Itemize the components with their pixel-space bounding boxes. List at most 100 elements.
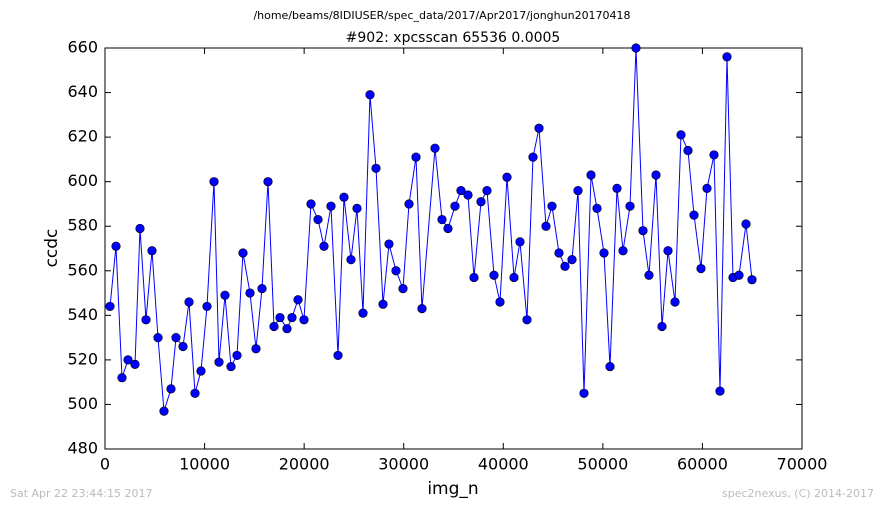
- data-point: [293, 295, 303, 305]
- data-point: [683, 145, 693, 156]
- data-point: [528, 152, 538, 162]
- data-point: [232, 350, 242, 361]
- x-tick-label: 30000: [378, 455, 429, 474]
- data-point: [257, 284, 267, 294]
- plot-area: [104, 47, 803, 450]
- data-point: [430, 143, 440, 153]
- y-tick-label: 560: [67, 260, 98, 279]
- data-point: [463, 190, 473, 200]
- x-tick-label: 70000: [777, 455, 828, 474]
- data-point: [251, 344, 261, 354]
- data-point: [657, 321, 667, 332]
- data-point: [612, 183, 622, 193]
- data-point: [371, 163, 381, 173]
- data-point: [226, 361, 236, 372]
- data-point: [306, 199, 316, 209]
- data-point: [541, 221, 551, 231]
- footer-left: Sat Apr 22 23:44:15 2017: [10, 487, 152, 500]
- data-point: [722, 52, 732, 62]
- data-point: [275, 312, 285, 323]
- data-point: [554, 248, 564, 258]
- data-point: [689, 210, 699, 220]
- y-tick-label: 520: [67, 349, 98, 368]
- y-tick-label: 580: [67, 216, 98, 235]
- data-point: [178, 341, 188, 352]
- data-point: [663, 246, 673, 256]
- y-tick-label: 660: [67, 38, 98, 57]
- data-point: [196, 366, 206, 376]
- data-point: [171, 333, 181, 343]
- data-point: [117, 373, 127, 383]
- x-axis-label: img_n: [427, 479, 478, 499]
- data-point: [417, 304, 427, 314]
- data-point: [299, 315, 309, 325]
- data-point: [398, 284, 408, 294]
- data-point: [352, 203, 362, 213]
- data-point: [384, 239, 394, 249]
- data-point: [599, 248, 609, 258]
- data-point: [214, 357, 224, 367]
- y-tick-label: 640: [67, 82, 98, 101]
- data-point: [287, 312, 297, 323]
- data-point: [333, 350, 343, 361]
- data-point: [631, 43, 641, 53]
- chart-title: #902: xpcsscan 65536 0.0005: [346, 30, 561, 46]
- data-point: [443, 223, 453, 234]
- data-point: [618, 246, 628, 256]
- data-point: [245, 288, 255, 298]
- data-point: [339, 192, 349, 202]
- y-tick-label: 540: [67, 305, 98, 324]
- data-point: [579, 388, 589, 398]
- data-point: [573, 185, 583, 196]
- data-point: [495, 297, 505, 307]
- data-point: [153, 333, 163, 343]
- data-point: [592, 203, 602, 213]
- data-point: [605, 361, 615, 372]
- data-point: [105, 301, 115, 312]
- data-point: [166, 384, 176, 394]
- data-point: [326, 201, 336, 211]
- data-point: [696, 263, 706, 274]
- data-point: [625, 201, 635, 211]
- data-point: [567, 255, 577, 265]
- data-point: [515, 237, 525, 247]
- data-point: [141, 315, 151, 325]
- data-point: [282, 324, 292, 334]
- data-point: [130, 359, 140, 369]
- data-point: [734, 270, 744, 280]
- data-point: [159, 406, 169, 416]
- data-point: [391, 266, 401, 276]
- data-point: [651, 170, 661, 180]
- data-point: [190, 388, 200, 398]
- data-point: [456, 185, 466, 196]
- data-point: [522, 315, 532, 325]
- data-point: [709, 150, 719, 160]
- y-tick-label: 480: [67, 439, 98, 458]
- data-point: [676, 130, 686, 140]
- data-point: [560, 261, 570, 271]
- data-point: [586, 170, 596, 180]
- data-point: [346, 255, 356, 265]
- data-point: [238, 248, 248, 258]
- x-tick-label: 60000: [677, 455, 728, 474]
- data-point: [534, 123, 544, 133]
- data-point: [202, 301, 212, 312]
- footer-right: spec2nexus, (C) 2014-2017: [722, 487, 874, 500]
- data-point: [147, 246, 157, 256]
- data-point: [378, 299, 388, 309]
- data-point: [644, 270, 654, 280]
- data-point: [319, 241, 329, 251]
- data-point: [741, 219, 751, 229]
- data-point: [437, 214, 447, 225]
- data-point: [547, 201, 557, 211]
- y-tick-label: 600: [67, 171, 98, 190]
- data-point: [715, 386, 725, 396]
- data-point: [313, 214, 323, 225]
- y-tick-label: 620: [67, 127, 98, 146]
- x-tick-label: 40000: [478, 455, 529, 474]
- x-tick-label: 50000: [577, 455, 628, 474]
- data-point: [469, 272, 479, 283]
- data-point: [747, 275, 757, 285]
- y-axis-label: ccdc: [42, 229, 62, 268]
- data-point: [476, 197, 486, 207]
